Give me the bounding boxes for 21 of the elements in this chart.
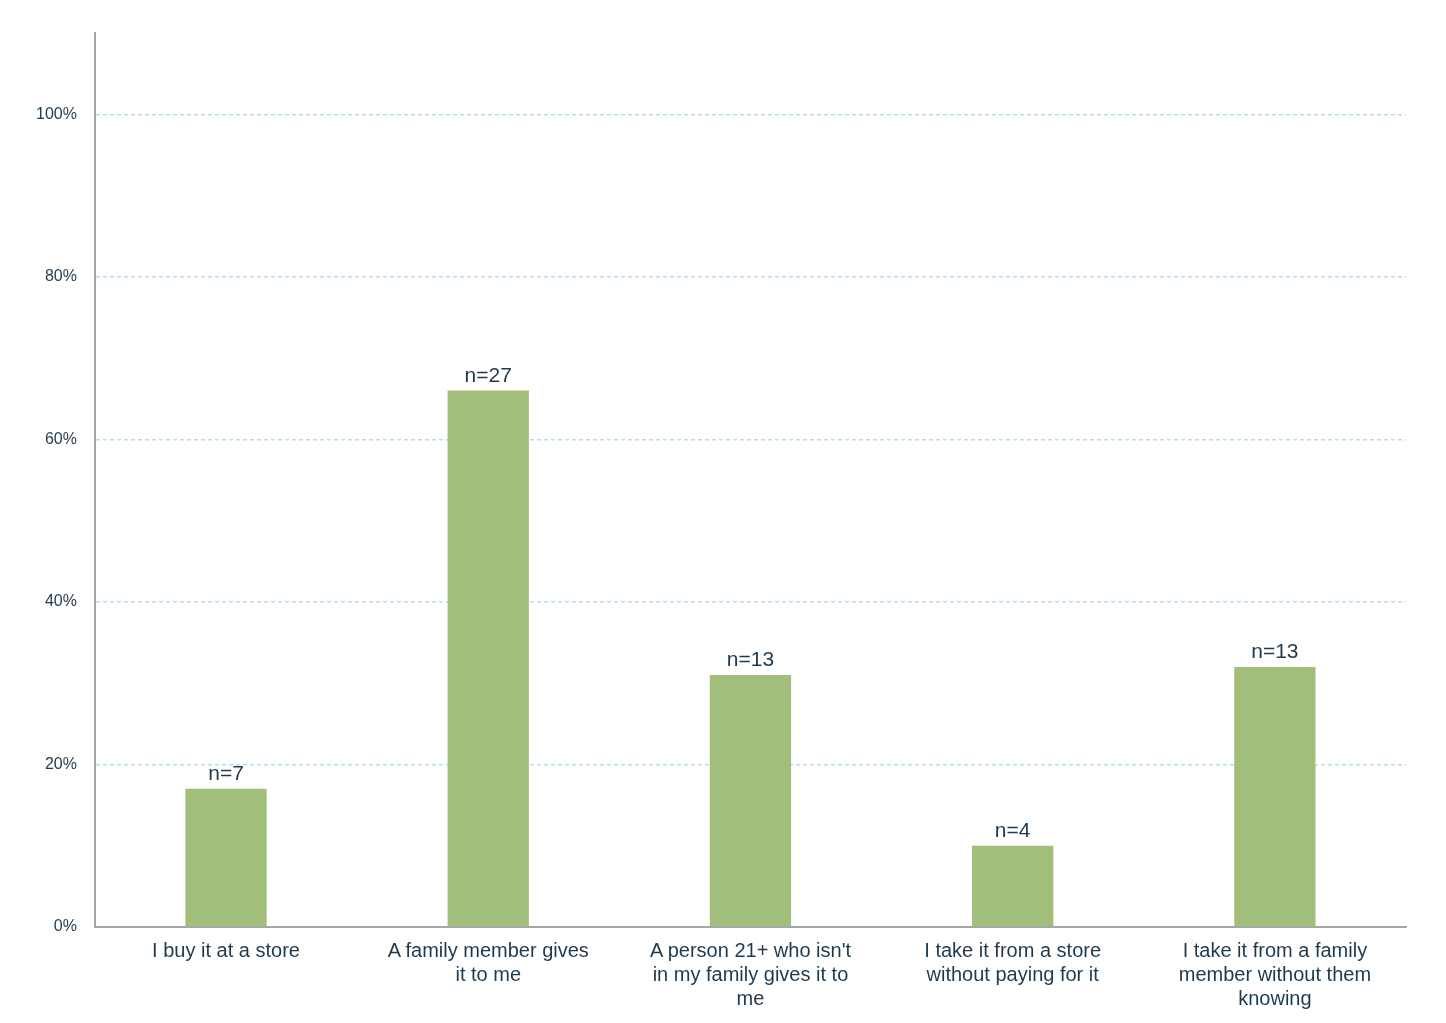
x-tick-label: A person 21+ who isn't in my family gives it to me	[649, 938, 852, 1009]
y-tick-label: 40%	[44, 592, 77, 610]
annotation: n=4	[994, 818, 1031, 842]
y-tick-label: 20%	[44, 754, 77, 772]
x-tick-label: A family member gives it to me	[387, 938, 589, 985]
annotation: n=27	[464, 362, 512, 386]
bar	[185, 788, 267, 927]
x-tick-label: I take it from a store without paying for it	[924, 938, 1102, 985]
bar	[447, 390, 529, 927]
bar	[1234, 666, 1316, 927]
x-tick-label: I take it from a family member without them knowing	[1178, 938, 1372, 1009]
bar	[972, 845, 1054, 927]
y-tick-label: 0%	[53, 917, 77, 935]
annotation: n=7	[208, 761, 244, 785]
annotation: n=13	[1251, 639, 1299, 663]
y-tick-label: 60%	[44, 429, 77, 447]
y-tick-label: 80%	[44, 267, 77, 285]
bar	[709, 675, 792, 927]
x-tick-label: I buy it at a store	[152, 938, 300, 961]
annotation: n=13	[726, 647, 775, 671]
y-tick-label: 100%	[36, 104, 77, 122]
